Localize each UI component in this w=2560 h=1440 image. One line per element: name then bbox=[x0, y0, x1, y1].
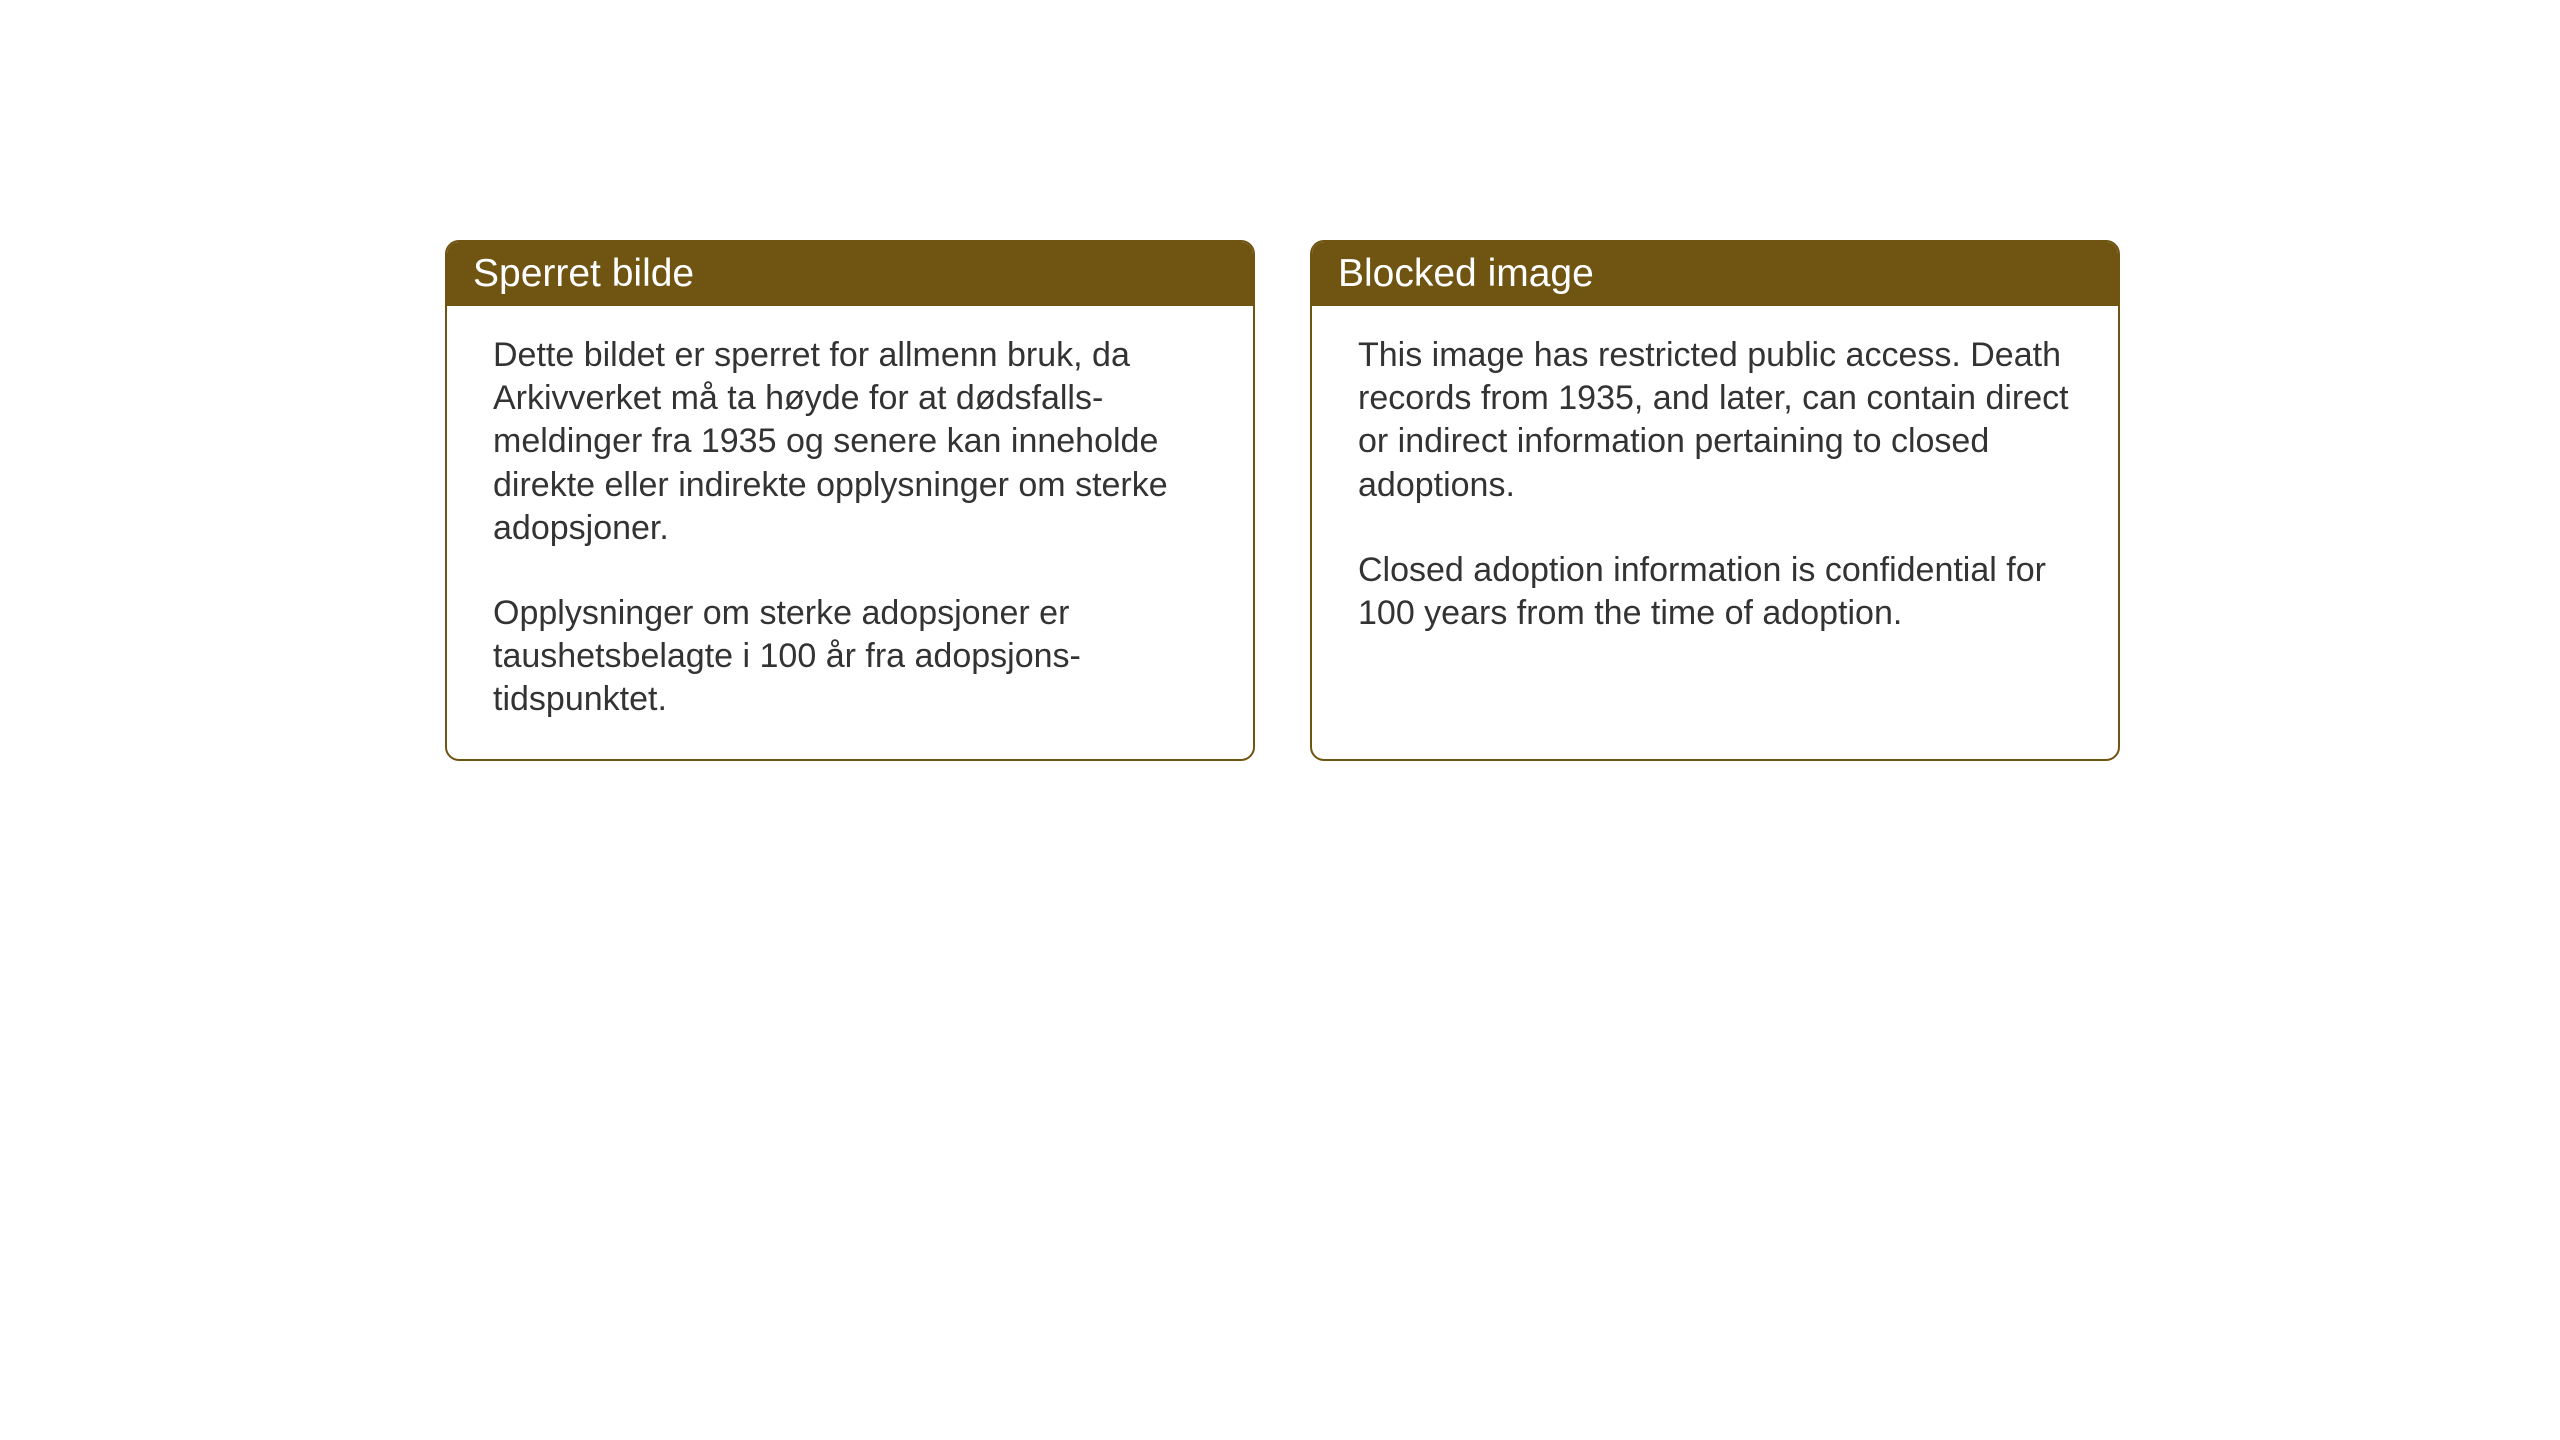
notice-paragraph: Opplysninger om sterke adopsjoner er tau… bbox=[493, 592, 1207, 722]
notice-paragraph: Closed adoption information is confident… bbox=[1358, 549, 2072, 635]
notice-header-norwegian: Sperret bilde bbox=[447, 242, 1253, 306]
notice-header-english: Blocked image bbox=[1312, 242, 2118, 306]
notice-container: Sperret bilde Dette bildet er sperret fo… bbox=[445, 240, 2120, 761]
notice-box-english: Blocked image This image has restricted … bbox=[1310, 240, 2120, 761]
notice-body-norwegian: Dette bildet er sperret for allmenn bruk… bbox=[447, 306, 1253, 759]
notice-box-norwegian: Sperret bilde Dette bildet er sperret fo… bbox=[445, 240, 1255, 761]
notice-paragraph: This image has restricted public access.… bbox=[1358, 334, 2072, 507]
notice-paragraph: Dette bildet er sperret for allmenn bruk… bbox=[493, 334, 1207, 550]
notice-body-english: This image has restricted public access.… bbox=[1312, 306, 2118, 746]
